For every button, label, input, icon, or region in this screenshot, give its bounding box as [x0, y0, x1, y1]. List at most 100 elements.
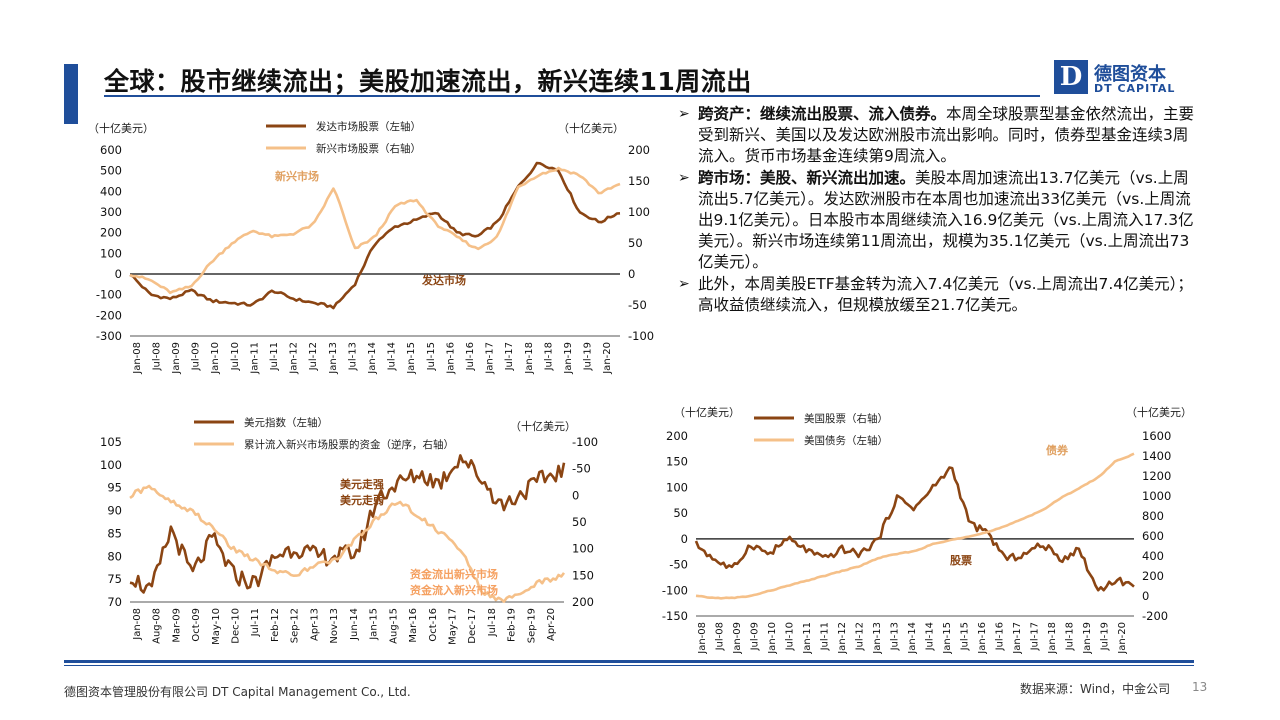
y-right-unit: （十亿美元） — [1126, 405, 1192, 419]
y-right-tick-label: 200 — [1142, 569, 1164, 583]
y-left-tick-label: -50 — [669, 558, 688, 572]
page-number: 13 — [1192, 680, 1208, 694]
x-tick-label: Aug-15 — [388, 608, 399, 644]
x-tick-label: Jan-09 — [171, 342, 182, 375]
x-tick-label: Mar-09 — [171, 608, 182, 643]
x-tick-label: Nov-13 — [329, 608, 340, 644]
x-tick-label: Jul-15 — [426, 342, 437, 371]
y-right-tick-label: 200 — [628, 143, 650, 157]
y-left-tick-label: 200 — [666, 429, 688, 443]
x-tick-label: Jan-08 — [132, 342, 143, 375]
x-tick-label: Jul-15 — [960, 622, 971, 651]
y-left-tick-label: -100 — [662, 583, 688, 597]
title-divider — [104, 95, 1040, 97]
y-right-tick-label: 0 — [628, 267, 635, 281]
bullet-heading: 跨资产：继续流出股票、流入债券。 — [698, 105, 947, 123]
y-left-tick-label: 85 — [107, 526, 122, 540]
footer-divider — [64, 660, 1194, 663]
x-tick-label: Jan-08 — [132, 608, 143, 641]
x-tick-label: Jan-19 — [1082, 622, 1093, 654]
x-tick-label: Jul-19 — [583, 342, 594, 371]
y-left-tick-label: -200 — [96, 308, 122, 322]
y-left-unit: （十亿美元） — [674, 405, 740, 419]
y-left-tick-label: -300 — [96, 329, 122, 343]
x-tick-label: Jan-08 — [697, 622, 708, 654]
x-tick-label: Jan-11 — [802, 622, 813, 654]
logo-mark-icon: D — [1054, 60, 1088, 94]
bullet-text: 本周全球股票型基金依然流出，主要受到新兴、美国以及发达欧洲股市流出影响。同时，债… — [698, 105, 1195, 165]
x-tick-label: Jan-13 — [872, 622, 883, 654]
series-line — [695, 452, 1135, 600]
chart-annotation: 资金流出新兴市场 — [410, 567, 498, 581]
y-left-tick-label: 50 — [673, 506, 688, 520]
x-tick-label: Feb-12 — [270, 608, 281, 642]
y-left-tick-label: 500 — [100, 164, 122, 178]
bullet-item: ➢ 跨资产：继续流出股票、流入债券。本周全球股票型基金依然流出，主要受到新兴、美… — [676, 104, 1196, 167]
x-tick-label: Jul-11 — [269, 342, 280, 371]
y-left-tick-label: 90 — [107, 504, 122, 518]
footer-divider-thin — [64, 665, 1194, 666]
x-tick-label: Jul-18 — [1065, 622, 1076, 651]
y-right-tick-label: 1400 — [1142, 449, 1171, 463]
company-logo: D 德图资本 DT CAPITAL — [1054, 60, 1204, 100]
x-tick-label: Jul-14 — [387, 342, 398, 371]
bullet-item: ➢ 此外，本周美股ETF基金转为流入7.4亿美元（vs.上周流出7.4亿美元）；… — [676, 274, 1196, 316]
bullet-text: 美股本周加速流出13.7亿美元（vs.上周流出5.7亿美元）。发达欧洲股市在本周… — [698, 169, 1194, 271]
x-tick-label: Jan-19 — [563, 342, 574, 375]
x-tick-label: Jul-17 — [504, 342, 515, 371]
x-tick-label: Jul-09 — [749, 622, 760, 651]
x-tick-label: Jan-15 — [369, 608, 380, 641]
page-title: 全球：股市继续流出；美股加速流出，新兴连续11周流出 — [104, 67, 752, 96]
x-tick-label: Mar-16 — [408, 608, 419, 643]
x-tick-label: Jul-18 — [543, 342, 554, 371]
x-tick-label: Apr-13 — [309, 608, 320, 641]
y-right-tick-label: 1000 — [1142, 489, 1171, 503]
commentary-bullets: ➢ 跨资产：继续流出股票、流入债券。本周全球股票型基金依然流出，主要受到新兴、美… — [676, 104, 1196, 317]
y-right-tick-label: 1600 — [1142, 429, 1171, 443]
logo-chinese-name: 德图资本 — [1094, 64, 1166, 85]
x-tick-label: Jan-16 — [977, 622, 988, 654]
y-right-tick-label: 1200 — [1142, 469, 1171, 483]
x-tick-label: Jul-13 — [347, 342, 358, 371]
footer-source: 数据来源：Wind，中金公司 — [1020, 682, 1171, 696]
arrow-bullet-icon: ➢ — [678, 276, 690, 292]
legend-label: 发达市场股票（左轴） — [316, 120, 421, 133]
y-right-tick-label: 600 — [1142, 529, 1164, 543]
x-tick-label: Jan-12 — [837, 622, 848, 654]
x-tick-label: Aug-08 — [152, 608, 163, 644]
x-tick-label: Jul-19 — [1100, 622, 1111, 651]
y-right-tick-label: 0 — [572, 488, 579, 502]
x-tick-label: Feb-19 — [507, 608, 518, 642]
y-right-tick-label: -100 — [628, 329, 654, 343]
x-tick-label: Jan-13 — [328, 342, 339, 375]
legend-label: 美国股票（右轴） — [804, 412, 888, 425]
x-tick-label: Oct-09 — [191, 608, 202, 642]
x-tick-label: Jul-10 — [784, 622, 795, 651]
y-left-tick-label: 100 — [100, 246, 122, 260]
y-left-tick-label: 95 — [107, 481, 122, 495]
y-left-tick-label: 150 — [666, 455, 688, 469]
y-right-tick-label: -50 — [572, 462, 591, 476]
y-left-tick-label: -150 — [662, 609, 688, 623]
y-right-tick-label: -200 — [1142, 609, 1168, 623]
x-tick-label: Jul-18 — [487, 608, 498, 637]
x-tick-label: Jul-10 — [230, 342, 241, 371]
y-left-tick-label: 0 — [115, 267, 122, 281]
legend-label: 美元指数（左轴） — [244, 416, 328, 429]
x-tick-label: Jan-18 — [1047, 622, 1058, 654]
x-tick-label: May-17 — [448, 608, 459, 645]
x-tick-label: Sep-19 — [526, 608, 537, 643]
chart-annotation: 资金流入新兴市场 — [410, 583, 498, 597]
x-tick-label: Jun-14 — [349, 608, 360, 641]
y-left-tick-label: 105 — [100, 435, 122, 449]
x-tick-label: Jul-11 — [250, 608, 261, 637]
y-left-tick-label: 100 — [666, 480, 688, 494]
series-line — [129, 161, 621, 310]
x-tick-label: Jan-17 — [485, 342, 496, 375]
x-tick-label: Jul-12 — [854, 622, 865, 651]
series-line — [694, 466, 1135, 592]
chart-global-equity-flows: -300 -200 -100 0 100 200 300 400 500 600 -100 -50 0 5… — [88, 120, 654, 375]
chart-annotation: 新兴市场 — [275, 169, 319, 183]
y-left-tick-label: 75 — [107, 572, 122, 586]
legend-label: 美国债务（左轴） — [804, 434, 888, 447]
